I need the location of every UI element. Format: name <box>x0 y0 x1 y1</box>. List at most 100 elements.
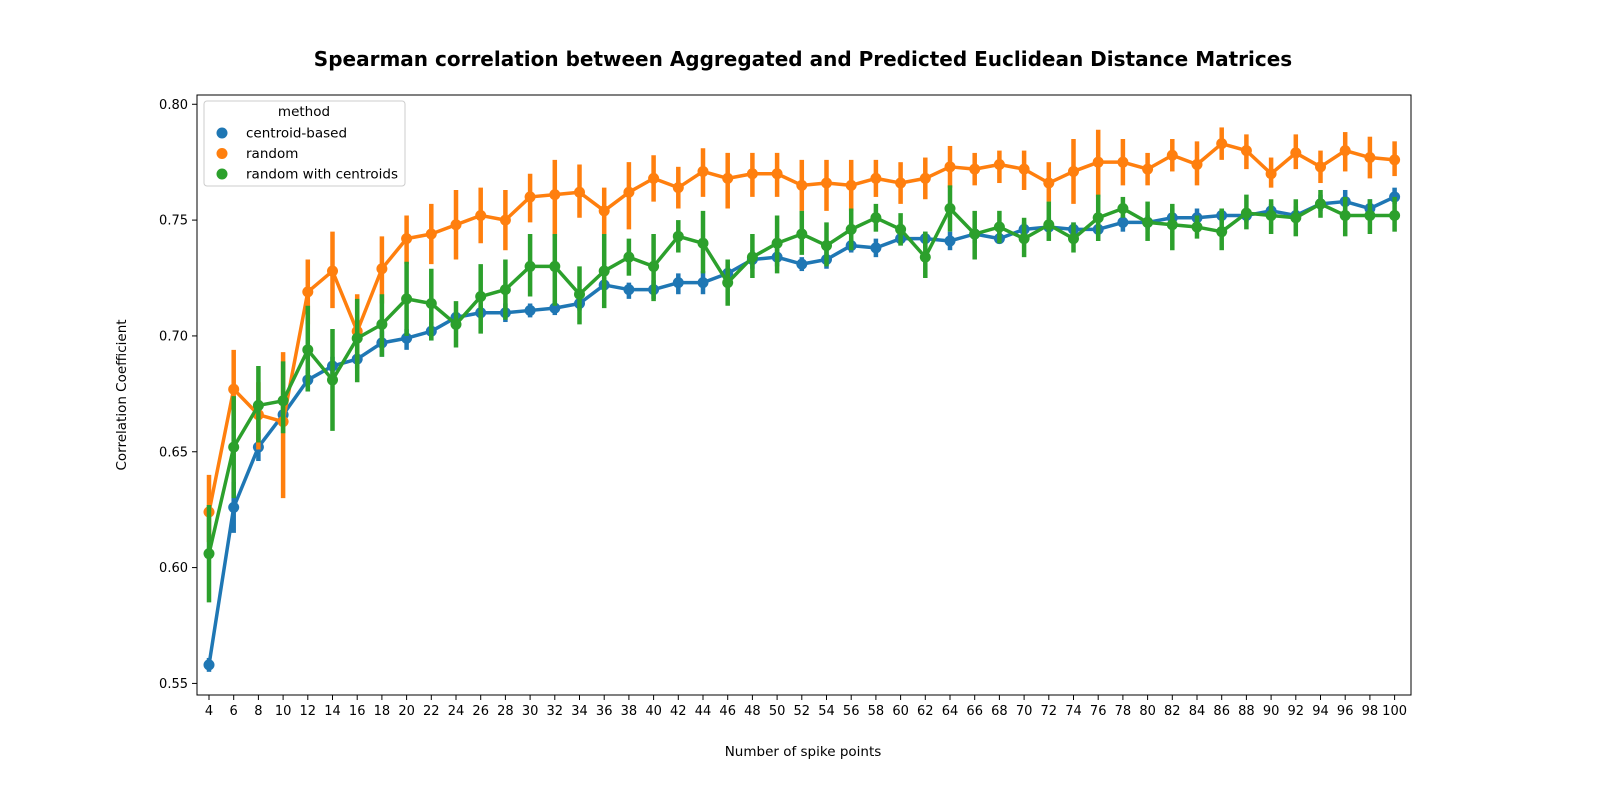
data-point <box>993 158 1005 170</box>
data-point <box>277 395 289 407</box>
x-tick-label: 8 <box>254 704 262 719</box>
x-tick-label: 76 <box>1090 704 1107 719</box>
y-tick-label: 0.80 <box>159 98 188 113</box>
x-tick-label: 10 <box>275 704 292 719</box>
data-point <box>376 318 388 330</box>
data-point <box>524 191 536 203</box>
legend-marker <box>216 168 228 180</box>
data-point <box>746 251 758 263</box>
x-tick-label: 44 <box>695 704 712 719</box>
x-tick-label: 36 <box>596 704 613 719</box>
data-point <box>1216 138 1228 150</box>
data-point <box>1117 156 1129 168</box>
data-point <box>549 260 561 272</box>
data-point <box>648 260 660 272</box>
data-point <box>1068 165 1079 177</box>
x-tick-label: 88 <box>1238 704 1255 719</box>
data-point <box>203 659 215 671</box>
y-axis-label: Correlation Coefficient <box>114 319 130 470</box>
legend-box <box>203 100 406 187</box>
axis-ticks: 4 6 8 10 12 14 16 18 20 22 24 26 28 30 32 34 36 38 40 42 44 4… <box>159 98 1407 719</box>
data-point <box>1315 161 1326 173</box>
data-point <box>821 177 832 189</box>
data-point <box>1290 147 1302 159</box>
y-tick-label: 0.65 <box>159 445 188 460</box>
data-point <box>1092 156 1104 168</box>
x-tick-label: 16 <box>349 704 366 719</box>
data-point <box>722 277 734 289</box>
x-tick-label: 54 <box>818 704 835 719</box>
data-point <box>746 168 758 180</box>
plot-area <box>203 127 1401 672</box>
data-point <box>524 260 536 272</box>
data-point <box>796 258 808 270</box>
data-point <box>1191 158 1203 170</box>
data-point <box>499 284 511 296</box>
data-point <box>203 548 215 560</box>
data-point <box>574 186 585 198</box>
data-point <box>771 237 783 249</box>
data-point <box>302 344 314 356</box>
x-tick-label: 6 <box>230 704 238 719</box>
x-tick-label: 80 <box>1139 704 1156 719</box>
x-tick-label: 62 <box>917 704 934 719</box>
data-point <box>1364 152 1376 164</box>
legend-item-label: random with centroids <box>246 167 398 183</box>
x-tick-label: 86 <box>1213 704 1230 719</box>
x-tick-label: 74 <box>1065 704 1082 719</box>
x-tick-label: 34 <box>571 704 588 719</box>
data-point <box>1142 216 1154 228</box>
data-point <box>1389 209 1401 221</box>
x-tick-label: 82 <box>1164 704 1181 719</box>
data-point <box>327 374 338 386</box>
y-tick-label: 0.75 <box>159 214 188 229</box>
data-point <box>401 233 413 245</box>
legend: method centroid-based random random with c… <box>203 100 406 187</box>
axes-frame <box>196 94 1412 696</box>
data-point <box>1018 163 1030 175</box>
data-point <box>1265 168 1277 180</box>
data-point <box>475 209 487 221</box>
data-point <box>499 214 511 226</box>
data-point <box>228 441 240 453</box>
legend-item-label: random <box>246 146 298 162</box>
data-point <box>1265 209 1277 221</box>
data-point <box>672 182 684 194</box>
data-point <box>648 172 660 184</box>
data-point <box>944 235 956 247</box>
data-point <box>228 501 240 513</box>
data-point <box>672 230 684 242</box>
data-point <box>524 304 536 316</box>
data-point <box>969 163 981 175</box>
data-point <box>252 399 264 411</box>
data-point <box>598 265 610 277</box>
legend-marker <box>216 148 228 159</box>
x-tick-label: 98 <box>1362 704 1379 719</box>
x-axis-label: Number of spike points <box>725 744 882 760</box>
x-tick-label: 52 <box>794 704 811 719</box>
data-point <box>549 302 561 314</box>
data-point <box>450 219 462 231</box>
data-point <box>401 332 413 344</box>
data-point <box>697 277 709 289</box>
data-point <box>1315 198 1326 210</box>
data-point <box>1339 209 1351 221</box>
data-point <box>1389 154 1401 166</box>
x-tick-label: 84 <box>1189 704 1206 719</box>
x-tick-label: 78 <box>1115 704 1132 719</box>
data-point <box>623 284 635 296</box>
data-point <box>1216 226 1228 238</box>
x-tick-label: 50 <box>769 704 786 719</box>
data-point <box>228 383 240 395</box>
data-point <box>1339 145 1351 157</box>
data-point <box>771 168 783 180</box>
x-tick-label: 20 <box>398 704 415 719</box>
data-point <box>302 286 314 298</box>
data-point <box>1043 177 1055 189</box>
x-tick-label: 12 <box>300 704 317 719</box>
x-tick-label: 70 <box>1016 704 1033 719</box>
data-point <box>1142 163 1154 175</box>
x-tick-label: 58 <box>868 704 885 719</box>
x-tick-label: 42 <box>670 704 687 719</box>
x-tick-label: 40 <box>645 704 662 719</box>
